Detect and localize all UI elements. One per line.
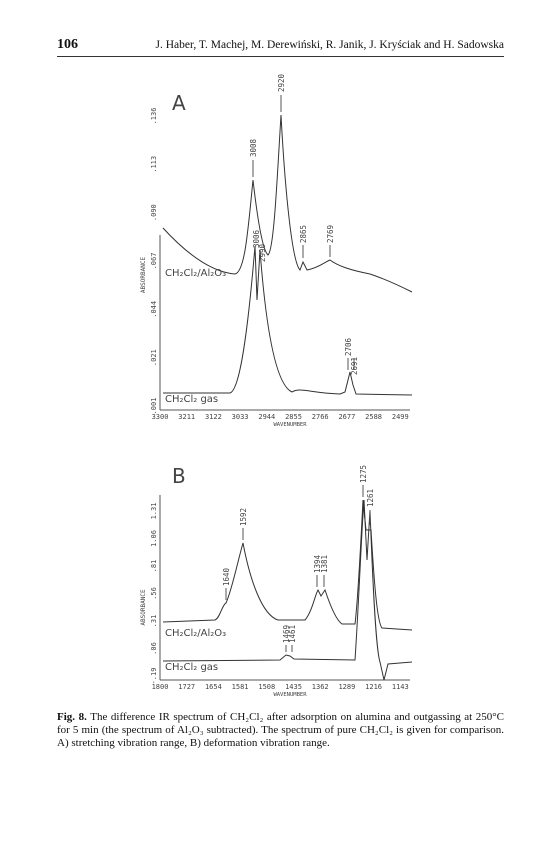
y-tick-label: .56 (150, 587, 158, 600)
x-tick-label: 3033 (232, 413, 249, 421)
y-axis-label: ABSORBANCE (140, 257, 147, 294)
peak-label: 1592 (239, 508, 248, 526)
y-tick-label: .021 (150, 349, 158, 366)
peak-label: 2769 (326, 225, 335, 243)
caption-text: The difference IR spectrum of CH₂Cl₂ aft… (57, 711, 504, 749)
x-tick-label: 2499 (392, 413, 409, 421)
authors: J. Haber, T. Machej, M. Derewiński, R. J… (155, 39, 504, 51)
figure: A ABSORBANCE .001 .021 .044 .067 .090 .113 .136 3… (140, 73, 413, 698)
x-tick-label: 3211 (178, 413, 195, 421)
caption: Fig. 8. The difference IR spectrum of CH… (57, 711, 504, 750)
peak-label: 2706 (344, 337, 353, 356)
peak-label: 3008 (249, 138, 258, 157)
peak-label: 2865 (299, 225, 308, 243)
x-tick-label: 1508 (258, 683, 275, 691)
x-tick-label: 2677 (338, 413, 355, 421)
peak-label: 1469 (282, 625, 291, 643)
peak-label: 1640 (222, 567, 231, 586)
y-tick-label: .090 (150, 204, 158, 221)
frame-b (159, 495, 410, 681)
peak-label: 2691 (350, 357, 359, 375)
peak-label: 1461 (288, 625, 297, 643)
x-tick-label: 1216 (365, 683, 382, 691)
peak-label: 1275 (359, 465, 368, 483)
x-tick-label: 2588 (365, 413, 382, 421)
trace-label: CH₂Cl₂ gas (165, 394, 218, 405)
peak-label: 3006 (252, 229, 261, 248)
x-tick-label: 1654 (205, 683, 222, 691)
peak-label: 2990 (258, 243, 267, 262)
x-tick-label: 1435 (285, 683, 302, 691)
frame-a (159, 235, 410, 411)
y-axis-label: ABSORBANCE (140, 589, 147, 626)
x-tick-label: 3122 (205, 413, 222, 421)
x-tick-label: 2855 (285, 413, 302, 421)
y-tick-label: .067 (150, 253, 158, 270)
peak-ticks (225, 95, 371, 652)
y-tick-label: .31 (150, 615, 158, 628)
y-tick-label: .113 (150, 156, 158, 173)
y-tick-label: .06 (150, 642, 158, 655)
spectrum-a-adsorbed (162, 114, 413, 293)
spectrum-a-gas (163, 245, 413, 396)
x-tick-label: 1800 (152, 683, 169, 691)
x-tick-label: 1581 (232, 683, 249, 691)
trace-label: CH₂Cl₂/Al₂O₃ (165, 628, 226, 639)
panel-label: B (172, 464, 186, 488)
y-tick-label: .001 (150, 398, 158, 415)
x-tick-label: 1362 (312, 683, 329, 691)
page-number: 106 (57, 37, 78, 52)
y-tick-label: .044 (150, 301, 158, 318)
peak-label: 1261 (366, 489, 375, 507)
x-tick-label: 2944 (258, 413, 275, 421)
x-tick-label: 2766 (312, 413, 329, 421)
x-tick-label: 1143 (392, 683, 409, 691)
peak-label: 1394 (313, 554, 322, 573)
trace-label: CH₂Cl₂/Al₂O₃ (165, 268, 226, 279)
x-axis-label: WAVENUMBER (273, 422, 307, 428)
y-tick-label: 1.06 (150, 530, 158, 547)
caption-label: Fig. 8. (57, 711, 87, 723)
trace-label: CH₂Cl₂ gas (165, 662, 218, 673)
panel-label: A (172, 91, 186, 115)
y-tick-label: -.19 (150, 668, 158, 685)
peak-label: 1381 (320, 555, 329, 573)
x-tick-label: 3300 (152, 413, 169, 421)
spectrum-b-gas (162, 499, 413, 681)
y-tick-label: .136 (150, 108, 158, 125)
y-tick-label: .81 (150, 560, 158, 573)
x-tick-label: 1289 (338, 683, 355, 691)
x-axis-label: WAVENUMBER (273, 692, 307, 698)
y-tick-label: 1.31 (150, 503, 158, 520)
x-tick-label: 1727 (178, 683, 195, 691)
peak-label: 2920 (277, 73, 286, 92)
running-header: 106 J. Haber, T. Machej, M. Derewiński, … (57, 36, 504, 57)
